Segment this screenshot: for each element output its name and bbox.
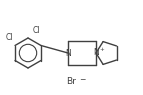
Text: N: N: [65, 49, 71, 57]
Text: −: −: [79, 76, 85, 84]
Text: Cl: Cl: [33, 26, 40, 35]
Text: Br: Br: [66, 76, 76, 86]
Text: +: +: [100, 47, 104, 52]
Text: Cl: Cl: [6, 34, 13, 42]
Text: N: N: [93, 48, 99, 57]
